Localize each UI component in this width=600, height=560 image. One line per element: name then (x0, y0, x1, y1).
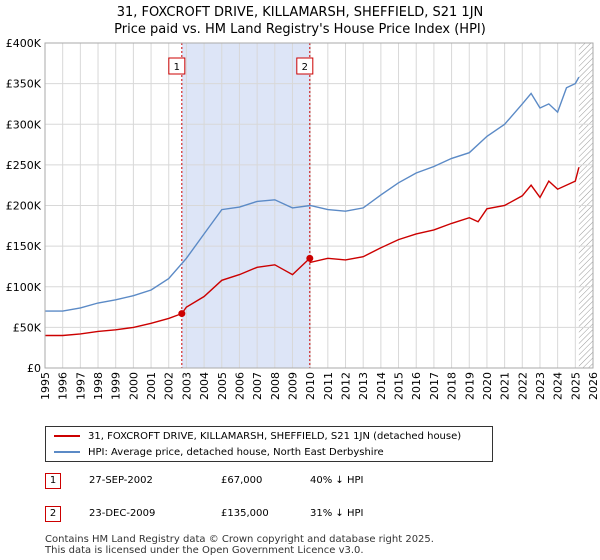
y-tick-label: £200K (6, 200, 42, 213)
y-tick-label: £250K (6, 159, 42, 172)
x-tick-label: 2016 (410, 372, 423, 400)
sale-date: 27-SEP-2002 (89, 475, 153, 486)
sale-hpi-diff: 31% ↓ HPI (310, 508, 364, 519)
sale-badge: 2 (45, 506, 61, 522)
sale-price: £135,000 (221, 508, 269, 519)
legend-label-property: 31, FOXCROFT DRIVE, KILLAMARSH, SHEFFIEL… (88, 431, 462, 442)
y-tick-label: £50K (13, 321, 42, 334)
legend-swatch-property (54, 435, 80, 437)
x-tick-label: 2014 (375, 372, 388, 400)
x-tick-label: 2003 (180, 372, 193, 400)
y-tick-label: £0 (27, 362, 41, 375)
series-line-hpi (45, 76, 580, 312)
x-tick-label: 2004 (198, 372, 211, 400)
x-tick-label: 2019 (463, 372, 476, 400)
x-tick-label: 2017 (428, 372, 441, 400)
sale-box (296, 57, 314, 75)
sale-point (306, 254, 314, 262)
price-chart: £0 £50K £100K £150K £200K £250K £300K £350K £400… (6, 37, 600, 400)
legend: 31, FOXCROFT DRIVE, KILLAMARSH, SHEFFIEL… (45, 426, 493, 462)
x-tick-label: 1998 (92, 372, 105, 400)
x-tick-label: 2012 (340, 372, 353, 400)
x-tick-label: 2026 (587, 372, 600, 400)
x-tick-label: 2013 (357, 372, 370, 400)
y-tick-label: £350K (6, 78, 42, 91)
x-tick-label: 2001 (145, 372, 158, 400)
table-row: 1 27-SEP-2002 £67,000 40% ↓ HPI (45, 473, 565, 493)
x-tick-label: 2025 (569, 372, 582, 400)
sale-marker-box: 2 (296, 57, 314, 75)
table-row: 2 23-DEC-2009 £135,000 31% ↓ HPI (45, 506, 565, 526)
sale-hpi-diff: 40% ↓ HPI (310, 475, 364, 486)
x-tick-label: 2002 (163, 372, 176, 400)
footer-copyright: Contains HM Land Registry data © Crown c… (45, 534, 434, 545)
sale-date: 23-DEC-2009 (89, 508, 156, 519)
legend-item-hpi: HPI: Average price, detached house, Nort… (54, 447, 384, 458)
x-tick-label: 2010 (304, 372, 317, 400)
sale-box-label: 2 (302, 62, 308, 73)
legend-swatch-hpi (54, 451, 80, 453)
x-tick-label: 2018 (446, 372, 459, 400)
sale-box (168, 57, 186, 75)
x-tick-label: 2022 (516, 372, 529, 400)
y-tick-label: £400K (6, 37, 42, 50)
sale-point (178, 310, 186, 318)
x-tick-label: 2020 (481, 372, 494, 400)
sale-marker-box: 1 (168, 57, 186, 75)
x-tick-label: 1996 (57, 372, 70, 400)
y-tick-label: £150K (6, 240, 42, 253)
sale-badge: 1 (45, 473, 61, 489)
chart-title-line1: 31, FOXCROFT DRIVE, KILLAMARSH, SHEFFIEL… (116, 5, 484, 20)
x-tick-label: 2015 (393, 372, 406, 400)
x-tick-label: 2000 (127, 372, 140, 400)
legend-item-property: 31, FOXCROFT DRIVE, KILLAMARSH, SHEFFIEL… (54, 431, 461, 442)
legend-label-hpi: HPI: Average price, detached house, Nort… (88, 447, 384, 458)
x-tick-label: 2023 (534, 372, 547, 400)
x-tick-label: 2008 (269, 372, 282, 400)
x-tick-label: 1997 (74, 372, 87, 400)
y-tick-label: £100K (6, 281, 42, 294)
x-tick-label: 1999 (110, 372, 123, 400)
footer-licence: This data is licensed under the Open Gov… (45, 545, 364, 556)
x-tick-label: 2024 (552, 372, 565, 400)
x-tick-label: 1995 (39, 372, 52, 400)
x-tick-label: 2021 (499, 372, 512, 400)
x-tick-label: 2007 (251, 372, 264, 400)
x-tick-label: 2009 (286, 372, 299, 400)
y-tick-label: £300K (6, 118, 42, 131)
x-tick-label: 2011 (322, 372, 335, 400)
sale-box-label: 1 (174, 62, 180, 73)
series-line-property (45, 167, 580, 337)
x-tick-label: 2006 (233, 372, 246, 400)
chart-title-line2: Price paid vs. HM Land Registry's House … (114, 22, 486, 37)
x-tick-label: 2005 (216, 372, 229, 400)
plot-border (44, 42, 594, 369)
sale-price: £67,000 (221, 475, 263, 486)
